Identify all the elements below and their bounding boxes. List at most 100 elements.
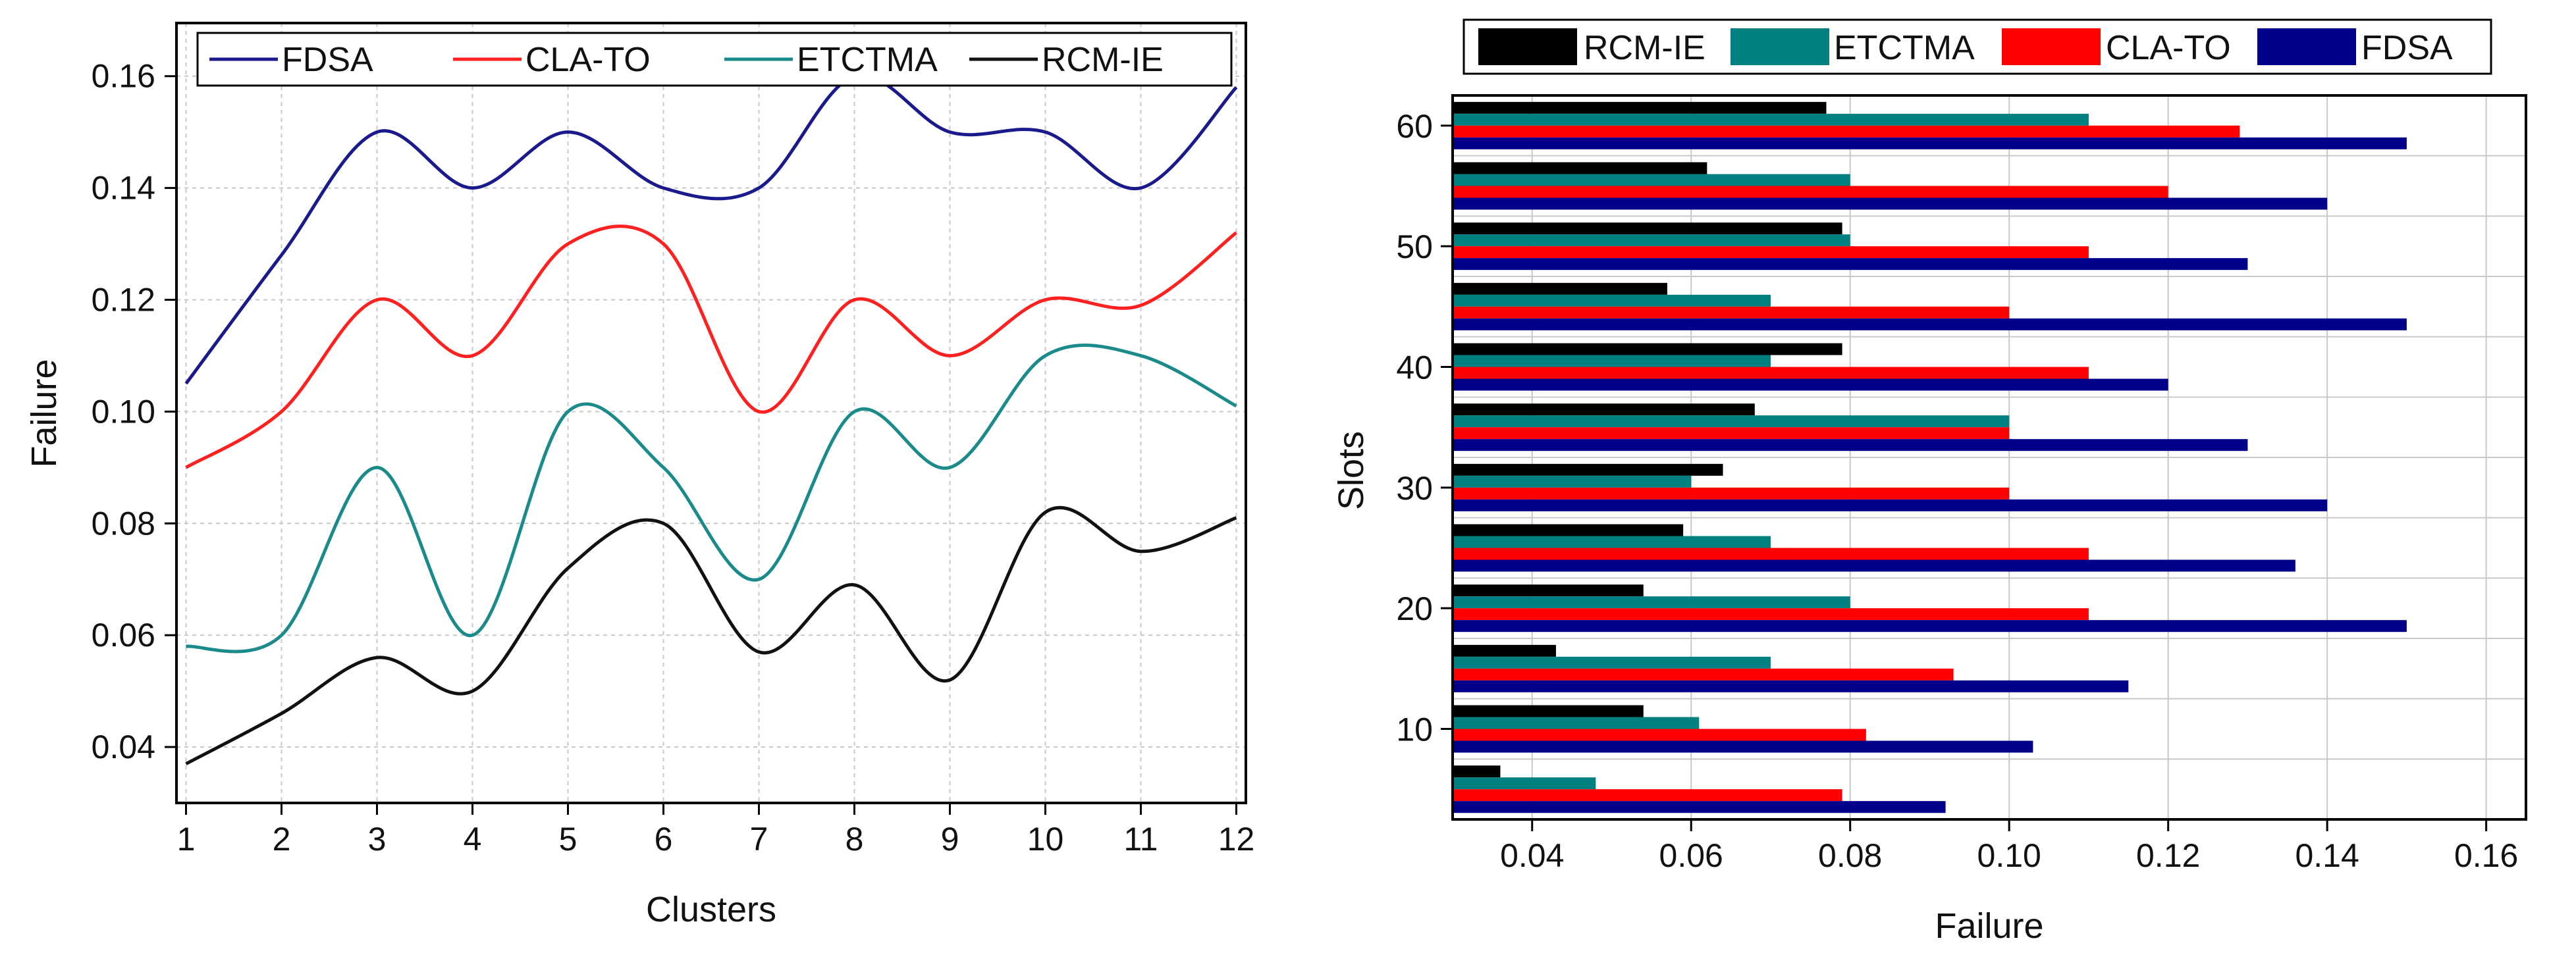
bar-chart-y-tick-label: 10 — [1396, 711, 1433, 748]
bar-chart-plot-frame — [1451, 94, 2527, 821]
bar-fdsa — [1453, 137, 2407, 149]
line-chart-ticks: 1 2 3 4 5 6 7 8 9 10 11 120.040.060.080.100.120.140… — [92, 58, 1255, 858]
bar-etctma — [1453, 717, 1700, 729]
line-series-etctma — [186, 344, 1237, 654]
bar-chart-legend-swatch — [1478, 28, 1577, 65]
bar-etctma — [1453, 415, 2010, 428]
bar-etctma — [1453, 174, 1850, 186]
bar-cla-to — [1453, 125, 2240, 138]
bar-chart-y-tick-label: 60 — [1396, 108, 1433, 145]
bar-chart-x-tick-label: 0.12 — [2136, 837, 2200, 874]
bar-fdsa — [1453, 258, 2248, 270]
bar-rcm-ie — [1453, 705, 1644, 717]
line-chart-x-tick-label: 3 — [368, 821, 387, 858]
line-chart-x-tick-label: 1 — [177, 821, 196, 858]
bar-chart-x-axis-title: Failure — [1935, 906, 2043, 946]
bar-rcm-ie — [1453, 282, 1667, 295]
line-chart-plot-frame — [175, 22, 1247, 804]
bar-rcm-ie — [1453, 584, 1644, 597]
bar-chart-legend-label: CLA-TO — [2106, 29, 2231, 67]
bar-chart-legend-swatch — [2002, 28, 2101, 65]
line-chart-y-tick-label: 0.14 — [92, 170, 155, 207]
bar-chart-legend-label: FDSA — [2361, 29, 2453, 67]
line-chart-legend-label: CLA-TO — [525, 41, 651, 79]
bar-cla-to — [1453, 548, 2089, 560]
bar-rcm-ie — [1453, 765, 1501, 778]
bar-cla-to — [1453, 367, 2089, 379]
bar-etctma — [1453, 777, 1596, 790]
bar-etctma — [1453, 234, 1850, 247]
bar-chart-x-tick-label: 0.14 — [2295, 837, 2359, 874]
bar-fdsa — [1453, 680, 2129, 692]
line-chart-x-tick-label: 4 — [464, 821, 482, 858]
bar-fdsa — [1453, 197, 2328, 210]
line-chart-grid — [176, 23, 1246, 803]
line-chart-x-tick-label: 7 — [750, 821, 768, 858]
bar-rcm-ie — [1453, 222, 1842, 235]
bar-fdsa — [1453, 801, 1946, 813]
bar-chart-ticks: 0.04 0.06 0.08 0.10 0.12 0.14 0.16 10 20 30 40 50 60 — [1396, 108, 2518, 874]
bar-cla-to — [1453, 729, 1866, 741]
bar-rcm-ie — [1453, 644, 1556, 657]
line-chart-x-tick-label: 12 — [1218, 821, 1255, 858]
bar-cla-to — [1453, 608, 2089, 621]
line-chart-legend: FDSA CLA-TO ETCTMA RCM-IE — [196, 32, 1233, 87]
bar-rcm-ie — [1453, 343, 1842, 355]
bar-cla-to — [1453, 789, 1842, 802]
bar-etctma — [1453, 355, 1771, 367]
line-chart-x-tick-label: 2 — [273, 821, 291, 858]
bar-chart-y-axis-title: Slots — [1331, 431, 1371, 510]
bar-fdsa — [1453, 439, 2248, 451]
bar-cla-to — [1453, 668, 1954, 681]
bar-chart-x-tick-label: 0.10 — [1977, 837, 2041, 874]
bar-chart-legend: RCM-IE ETCTMA CLA-TO FDSA — [1462, 18, 2492, 75]
line-chart-x-tick-label: 10 — [1027, 821, 1064, 858]
bar-etctma — [1453, 536, 1771, 548]
bar-cla-to — [1453, 306, 2010, 319]
bar-etctma — [1453, 475, 1692, 488]
line-chart-y-tick-label: 0.10 — [92, 393, 155, 430]
line-chart-x-tick-label: 8 — [845, 821, 864, 858]
bar-fdsa — [1453, 620, 2407, 632]
line-chart-legend-label: ETCTMA — [797, 41, 938, 79]
line-chart-y-tick-label: 0.06 — [92, 617, 155, 654]
bar-chart-grid — [1453, 95, 2526, 819]
bar-chart-y-tick-label: 40 — [1396, 349, 1433, 386]
bar-etctma — [1453, 294, 1771, 307]
bar-cla-to — [1453, 186, 2168, 198]
bar-etctma — [1453, 113, 2089, 126]
bar-etctma — [1453, 596, 1850, 609]
bar-chart-x-tick-label: 0.16 — [2454, 837, 2518, 874]
line-series-cla-to — [185, 224, 1238, 469]
line-chart-x-axis-title: Clusters — [646, 890, 776, 929]
line-chart-legend-label: FDSA — [282, 41, 373, 79]
bar-fdsa — [1453, 499, 2328, 511]
line-series-rcm-ie — [185, 505, 1237, 765]
line-chart-y-tick-label: 0.08 — [92, 505, 155, 542]
bar-cla-to — [1453, 487, 2010, 500]
bar-rcm-ie — [1453, 162, 1707, 174]
line-chart-x-tick-label: 5 — [559, 821, 577, 858]
bar-cla-to — [1453, 427, 2010, 440]
line-chart-x-tick-label: 6 — [655, 821, 673, 858]
bar-rcm-ie — [1453, 463, 1723, 476]
line-series-fdsa — [184, 73, 1238, 385]
line-chart-y-tick-label: 0.04 — [92, 729, 155, 765]
line-chart-x-tick-label: 11 — [1124, 821, 1158, 858]
bar-chart-x-tick-label: 0.04 — [1500, 837, 1564, 874]
line-chart: 1 2 3 4 5 6 7 8 9 10 11 120.040.060.080.100.120.140… — [24, 22, 1255, 929]
line-chart-y-axis-title: Failure — [24, 359, 64, 467]
bar-rcm-ie — [1453, 101, 1827, 114]
bar-rcm-ie — [1453, 403, 1755, 416]
bar-chart-x-tick-label: 0.08 — [1818, 837, 1882, 874]
line-chart-x-tick-label: 9 — [941, 821, 959, 858]
bar-chart-x-tick-label: 0.06 — [1659, 837, 1723, 874]
line-chart-legend-box — [196, 32, 1233, 87]
bar-chart-bars — [1453, 101, 2407, 813]
bar-fdsa — [1453, 559, 2295, 572]
bar-fdsa — [1453, 378, 2168, 391]
bar-chart-legend-swatch — [2257, 28, 2356, 65]
bar-etctma — [1453, 656, 1771, 669]
bar-chart-legend-swatch — [1731, 28, 1829, 65]
